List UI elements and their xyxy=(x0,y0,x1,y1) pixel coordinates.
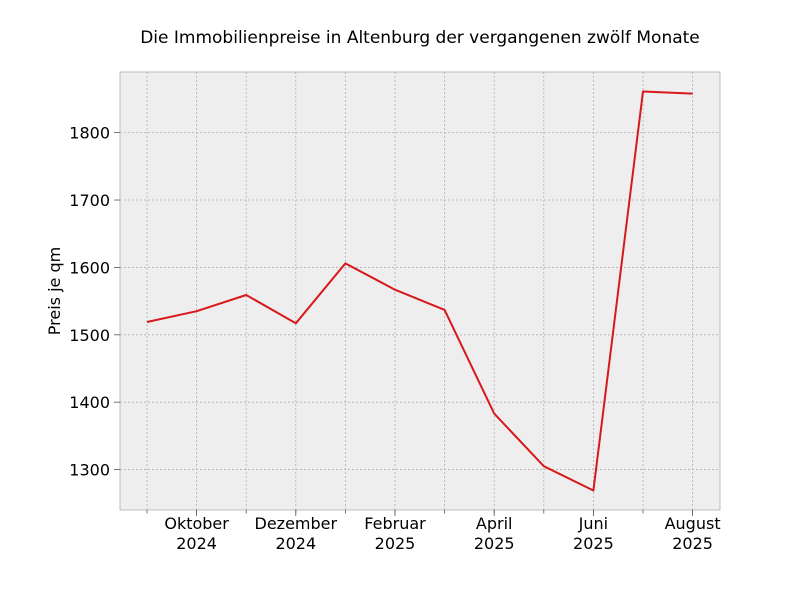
data-point xyxy=(245,294,247,296)
grid xyxy=(120,72,720,510)
data-point xyxy=(344,262,346,264)
x-tick-label: August 2025 xyxy=(665,514,721,553)
data-point xyxy=(146,321,148,323)
x-tick-label-month: Juni xyxy=(578,514,608,533)
x-tick-label: Oktober 2024 xyxy=(164,514,229,553)
x-tick-label: Dezember 2024 xyxy=(255,514,338,553)
data-point xyxy=(691,92,693,94)
x-tick-label-month: Dezember xyxy=(255,514,338,533)
data-point xyxy=(394,288,396,290)
x-tick-label-year: 2024 xyxy=(275,534,316,553)
x-tick-label-month: Oktober xyxy=(164,514,229,533)
y-axis-label: Preis je qm xyxy=(45,247,64,335)
x-tick-label-month: April xyxy=(476,514,513,533)
data-point xyxy=(592,489,594,491)
x-tick-label-year: 2025 xyxy=(375,534,416,553)
y-tick-label: 1600 xyxy=(69,258,110,277)
y-tick-label: 1300 xyxy=(69,461,110,480)
x-tick-label: Februar 2025 xyxy=(364,514,426,553)
y-tick-label: 1500 xyxy=(69,326,110,345)
y-tick-label: 1700 xyxy=(69,191,110,210)
series-line xyxy=(146,90,693,492)
x-tick-label-year: 2025 xyxy=(474,534,515,553)
x-tick-label-year: 2024 xyxy=(176,534,217,553)
y-tick-label: 1400 xyxy=(69,393,110,412)
data-point xyxy=(195,310,197,312)
series-layer xyxy=(146,90,693,492)
data-point xyxy=(493,412,495,414)
data-point xyxy=(443,309,445,311)
x-tick-label-year: 2025 xyxy=(573,534,614,553)
y-tick-label: 1800 xyxy=(69,124,110,143)
x-tick-label-month: Februar xyxy=(364,514,426,533)
x-tick-label-month: August xyxy=(665,514,721,533)
chart-title: Die Immobilienpreise in Altenburg der ve… xyxy=(140,28,700,48)
data-point xyxy=(642,90,644,92)
x-tick-label: Juni 2025 xyxy=(573,514,614,553)
x-tick-label-year: 2025 xyxy=(672,534,713,553)
x-tick-label: April 2025 xyxy=(474,514,515,553)
plot-area xyxy=(119,71,721,511)
data-point xyxy=(543,465,545,467)
data-point xyxy=(295,322,297,324)
